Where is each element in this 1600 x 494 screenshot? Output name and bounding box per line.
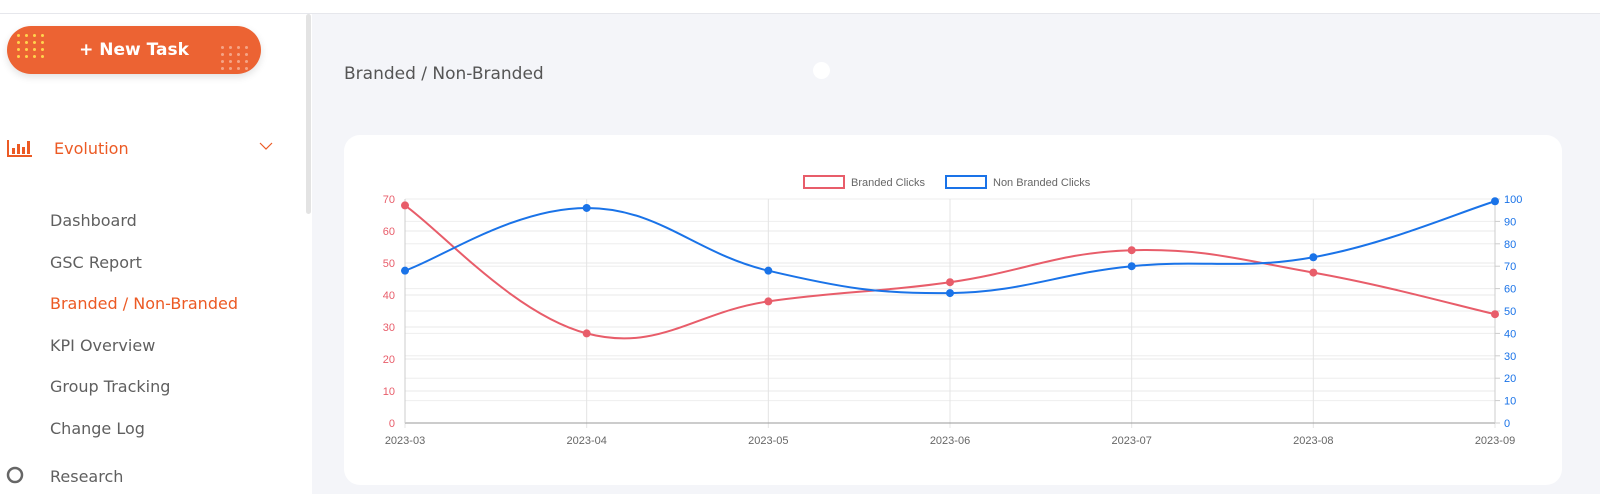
sidebar-item-gsc-report[interactable]: GSC Report	[50, 253, 142, 272]
data-point	[1491, 310, 1499, 319]
section-label: Research	[50, 466, 124, 486]
legend-swatch	[803, 175, 845, 189]
new-task-label: + New Task	[79, 40, 189, 60]
chart-card: 0 10 20 30 40 50 60 70 0 10 20 30 40 50 60 70 80 90 100 202…	[344, 135, 1562, 485]
left-tick-label: 70	[383, 194, 395, 206]
x-tick-label: 2023-08	[1293, 435, 1333, 447]
right-tick-label: 70	[1504, 261, 1516, 273]
data-point	[401, 266, 409, 275]
right-tick-label: 60	[1504, 284, 1516, 296]
right-tick-label: 80	[1504, 239, 1516, 251]
data-point	[401, 201, 409, 210]
sidebar-section-research[interactable]: Research	[6, 466, 123, 486]
sidebar-scrollbar[interactable]	[306, 14, 311, 214]
sidebar-item-group-tracking[interactable]: Group Tracking	[50, 377, 171, 396]
data-point	[946, 289, 954, 298]
sidebar-item-branded-non-branded[interactable]: Branded / Non-Branded	[50, 294, 238, 313]
sidebar-item-dashboard[interactable]: Dashboard	[50, 211, 137, 230]
left-tick-label: 10	[383, 386, 395, 398]
right-tick-label: 0	[1504, 418, 1510, 430]
sidebar-item-kpi-overview[interactable]: KPI Overview	[50, 336, 156, 355]
bar-chart-icon	[7, 140, 32, 157]
left-tick-label: 40	[383, 290, 395, 302]
right-tick-label: 20	[1504, 373, 1516, 385]
x-tick-label: 2023-03	[385, 435, 425, 447]
top-bar	[0, 0, 1600, 14]
chevron-down-icon[interactable]	[258, 138, 274, 154]
right-tick-label: 30	[1504, 351, 1516, 363]
x-tick-label: 2023-09	[1475, 435, 1515, 447]
left-tick-label: 0	[389, 418, 395, 430]
right-tick-label: 100	[1504, 194, 1522, 206]
data-point	[582, 329, 591, 338]
data-point	[1309, 268, 1318, 277]
right-tick-label: 90	[1504, 216, 1516, 228]
x-tick-label: 2023-05	[748, 435, 788, 447]
x-tick-label: 2023-07	[1111, 435, 1151, 447]
legend-label: Non Branded Clicks	[993, 177, 1091, 189]
left-tick-label: 30	[383, 322, 395, 334]
data-point	[764, 297, 773, 306]
left-tick-label: 60	[383, 226, 395, 238]
page-title: Branded / Non-Branded	[344, 64, 544, 84]
line-chart: 0 10 20 30 40 50 60 70 0 10 20 30 40 50 60 70 80 90 100 202…	[383, 175, 1522, 447]
data-point	[1309, 253, 1318, 262]
data-point	[1127, 246, 1136, 255]
legend-swatch	[945, 175, 987, 189]
data-point	[764, 266, 773, 275]
section-label: Evolution	[54, 138, 129, 158]
right-tick-label: 50	[1504, 306, 1516, 318]
right-tick-label: 40	[1504, 328, 1516, 340]
legend-label: Branded Clicks	[851, 177, 925, 189]
search-icon	[6, 466, 24, 484]
sidebar-item-change-log[interactable]: Change Log	[50, 419, 145, 438]
x-tick-label: 2023-04	[566, 435, 606, 447]
indicator-dot	[813, 62, 830, 79]
new-task-button[interactable]: + New Task	[7, 26, 261, 74]
data-point	[582, 203, 591, 212]
dots-decoration	[221, 46, 249, 70]
sidebar-section-evolution[interactable]: Evolution	[6, 136, 286, 160]
data-point	[1491, 197, 1499, 206]
data-point	[946, 278, 954, 287]
left-tick-label: 50	[383, 258, 395, 270]
sidebar	[0, 14, 312, 494]
x-tick-label: 2023-06	[930, 435, 970, 447]
left-tick-label: 20	[383, 354, 395, 366]
right-tick-label: 10	[1504, 396, 1516, 408]
data-point	[1127, 262, 1136, 271]
dots-decoration	[17, 34, 45, 58]
